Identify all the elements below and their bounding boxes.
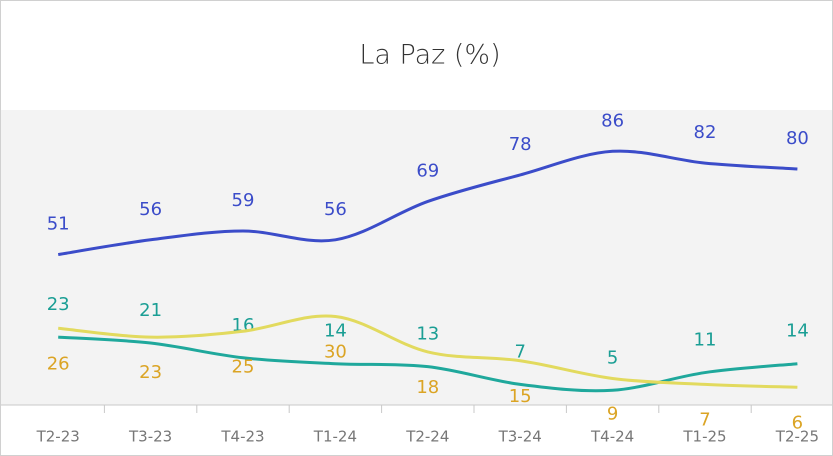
data-label: 5 [607, 347, 618, 368]
chart-title: La Paz (%) [359, 40, 500, 71]
x-tick-label: T3-24 [498, 428, 542, 446]
data-label: 18 [416, 377, 439, 398]
series-line [57, 149, 798, 257]
data-label: 21 [139, 300, 162, 321]
data-label: 6 [792, 412, 803, 433]
data-label: 23 [47, 294, 70, 315]
data-label: 56 [139, 199, 162, 220]
data-label: 69 [416, 160, 439, 181]
data-label: 15 [509, 386, 532, 407]
data-label: 30 [324, 342, 347, 363]
data-label: 56 [324, 199, 347, 220]
x-tick-label: T2-25 [775, 428, 819, 446]
data-label: 25 [232, 356, 255, 377]
data-label: 80 [786, 128, 809, 149]
x-tick-label: T2-24 [405, 428, 449, 446]
data-label: 59 [232, 190, 255, 211]
data-label: 9 [607, 403, 618, 424]
data-label: 7 [514, 341, 525, 362]
data-label: 11 [694, 330, 717, 351]
data-label: 86 [601, 110, 624, 131]
x-tick-label: T4-23 [220, 428, 264, 446]
data-label: 26 [47, 353, 70, 374]
x-tick-label: T4-24 [590, 428, 634, 446]
data-label: 78 [509, 134, 532, 155]
data-label: 23 [139, 362, 162, 383]
data-label: 13 [416, 324, 439, 345]
series-line [58, 314, 798, 389]
series-line [58, 335, 798, 393]
data-label: 82 [694, 122, 717, 143]
x-tick-label: T1-25 [682, 428, 726, 446]
data-label: 7 [699, 409, 710, 430]
x-tick-label: T3-23 [128, 428, 172, 446]
x-tick-label: T1-24 [313, 428, 357, 446]
data-label: 14 [786, 321, 809, 342]
data-label: 51 [47, 214, 70, 235]
x-tick-label: T2-23 [36, 428, 80, 446]
data-label: 14 [324, 321, 347, 342]
plot-area [1, 110, 832, 405]
